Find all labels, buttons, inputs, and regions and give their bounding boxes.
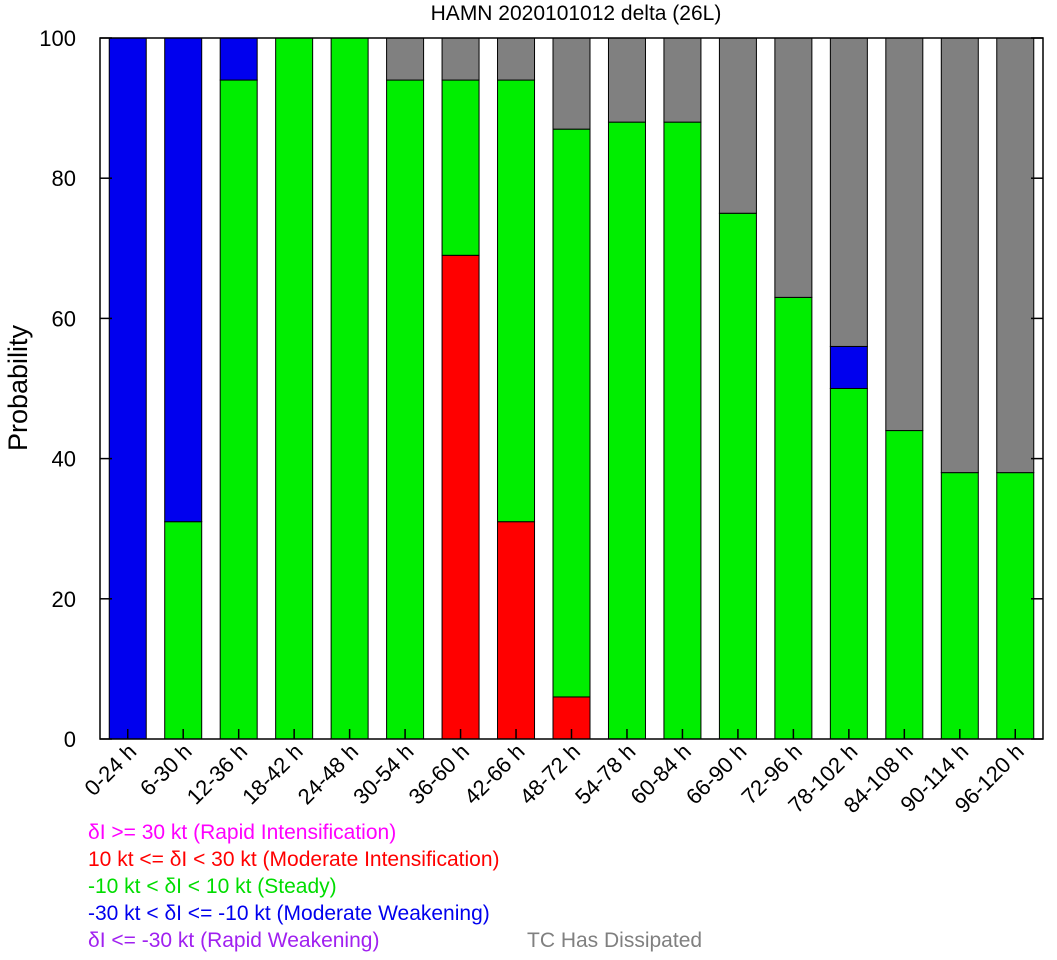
bar-segment-10-5 (663, 37, 702, 123)
x-tick-label-7: 42-66 h (459, 739, 529, 809)
y-tick-label-2: 40 (52, 447, 76, 472)
bar-segment-14-2 (885, 430, 924, 740)
x-tick-label-4: 24-48 h (293, 739, 363, 809)
y-tick-label-4: 80 (52, 166, 76, 191)
bar-segment-1-2 (164, 521, 203, 740)
legend-rapid-weakening: δI <= -30 kt (Rapid Weakening) (88, 929, 380, 952)
x-tick-label-2: 12-36 h (182, 739, 252, 809)
bar-segment-13-3 (829, 345, 868, 390)
bar-segment-6-1 (441, 254, 480, 740)
legend-moderate-weakening: -30 kt < δI <= -10 kt (Moderate Weakenin… (88, 902, 490, 925)
bar-segment-2-2 (219, 79, 258, 740)
x-tick-label-8: 48-72 h (515, 739, 585, 809)
bar-segment-2-3 (219, 37, 258, 81)
bar-segment-11-2 (718, 212, 757, 740)
y-tick-label-0: 0 (64, 727, 76, 752)
legend-dissipated: TC Has Dissipated (527, 929, 703, 952)
legend-steady: -10 kt < δI < 10 kt (Steady) (88, 875, 337, 898)
bar-segment-6-2 (441, 79, 480, 256)
x-tick-label-9: 54-78 h (570, 739, 640, 809)
x-tick-label-0: 0-24 h (79, 739, 141, 801)
bar-segment-9-5 (607, 37, 646, 123)
bar-segment-16-2 (996, 472, 1035, 740)
bar-segment-8-2 (552, 128, 591, 698)
bar-segment-7-1 (497, 521, 536, 740)
y-tick-label-1: 20 (52, 587, 76, 612)
legend-moderate-intensification: 10 kt <= δI < 30 kt (Moderate Intensific… (88, 848, 500, 871)
x-tick-label-6: 36-60 h (404, 739, 474, 809)
bar-segment-14-5 (885, 37, 924, 432)
bar-segment-1-3 (164, 37, 203, 523)
bar-segment-7-5 (497, 37, 536, 81)
y-tick-label-3: 60 (52, 306, 76, 331)
legend-rapid-intensification: δI >= 30 kt (Rapid Intensification) (88, 821, 397, 844)
y-axis-label: Probability (3, 324, 33, 451)
x-tick-label-11: 66-90 h (681, 739, 751, 809)
x-tick-label-10: 60-84 h (626, 739, 696, 809)
bar-segment-12-2 (774, 296, 813, 740)
bar-segment-12-5 (774, 37, 813, 298)
bar-segment-15-5 (940, 37, 979, 474)
bar-segment-5-2 (386, 79, 425, 740)
y-tick-label-5: 100 (39, 26, 76, 51)
bar-segment-13-2 (829, 388, 868, 740)
bar-segment-7-2 (497, 79, 536, 523)
x-tick-label-5: 30-54 h (348, 739, 418, 809)
bar-segment-10-2 (663, 121, 702, 740)
bar-segment-8-5 (552, 37, 591, 130)
bar-segment-9-2 (607, 121, 646, 740)
bar-segment-0-3 (108, 37, 147, 740)
bar-segment-16-5 (996, 37, 1035, 474)
bar-segment-5-5 (386, 37, 425, 81)
bar-segment-13-5 (829, 37, 868, 347)
x-tick-label-3: 18-42 h (237, 739, 307, 809)
bar-segment-4-2 (330, 37, 369, 740)
bar-segment-11-5 (718, 37, 757, 214)
chart-title: HAMN 2020101012 delta (26L) (431, 2, 722, 25)
bar-segment-3-2 (275, 37, 314, 740)
bar-segment-15-2 (940, 472, 979, 740)
bar-segment-6-5 (441, 37, 480, 81)
